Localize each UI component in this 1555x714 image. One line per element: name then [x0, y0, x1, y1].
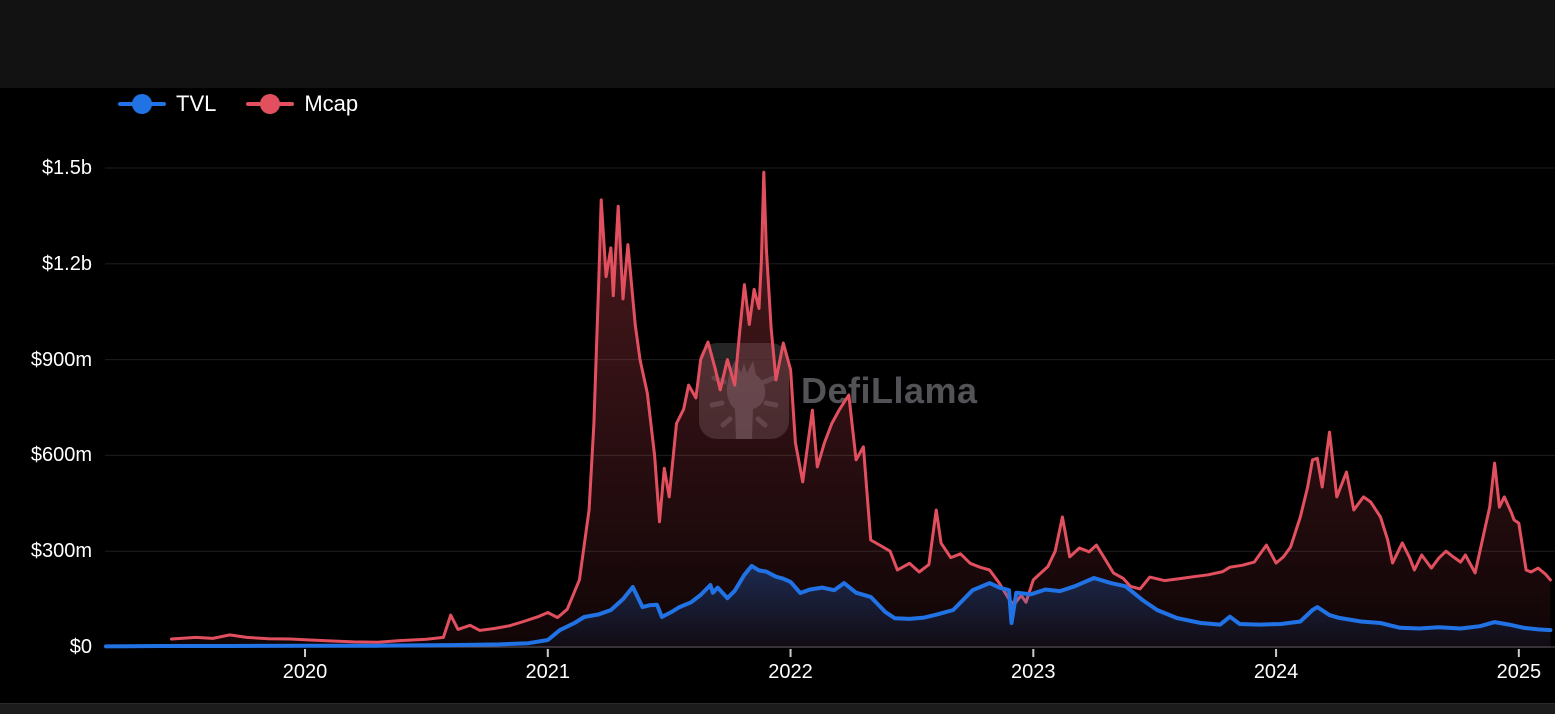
mcap-area [171, 172, 1551, 648]
x-axis-label: 2024 [1253, 661, 1299, 683]
mcap-line [170, 170, 1552, 644]
tvl-line [104, 563, 1553, 649]
chart-legend: TVL Mcap [118, 91, 359, 116]
x-axis-label: 2025 [1496, 661, 1542, 683]
x-axis-label: 2023 [1011, 661, 1056, 683]
mcap-series-marker-icon [246, 94, 295, 114]
tvl-series-marker-icon [118, 94, 166, 114]
y-axis-label: $600m [30, 444, 92, 467]
y-axis-label: $1.5b [41, 157, 92, 179]
x-axis-label: 2021 [525, 661, 571, 683]
top-bar [0, 0, 1555, 88]
y-axis-label: $900m [30, 348, 92, 371]
legend-label: Mcap [304, 91, 359, 116]
y-axis-label: $300m [30, 540, 92, 563]
y-axis-label: $0 [69, 636, 92, 658]
x-axis-label: 2022 [768, 661, 813, 683]
y-axis-label: $1.2b [41, 252, 92, 275]
legend-item-mcap[interactable]: Mcap [246, 91, 359, 116]
bottom-bar [0, 703, 1555, 714]
legend-item-tvl[interactable]: TVL [118, 91, 217, 116]
legend-label: TVL [176, 91, 217, 116]
x-axis-label: 2020 [282, 661, 328, 683]
tvl-area [106, 565, 1551, 648]
